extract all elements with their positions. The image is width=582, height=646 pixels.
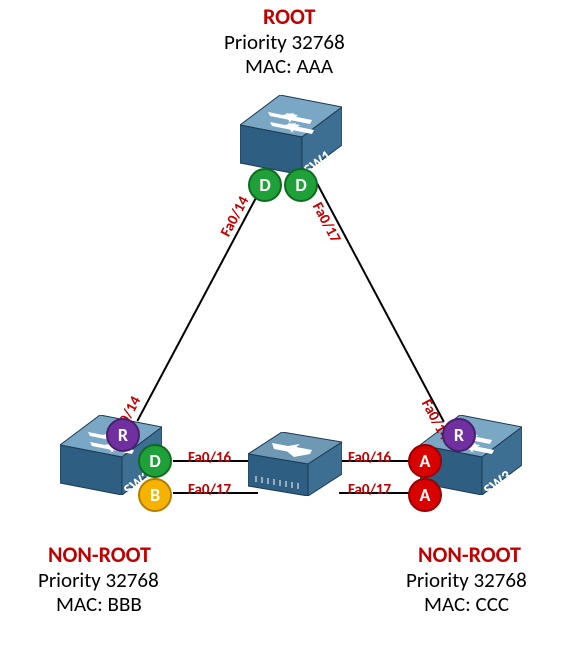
badge-sw2-r: R xyxy=(106,418,140,452)
port-sw3-fa017: Fa0/17 xyxy=(348,482,391,499)
port-sw2-fa016: Fa0/16 xyxy=(188,450,231,467)
badge-sw2-d: D xyxy=(138,444,172,478)
sw1-priority: Priority 32768 xyxy=(224,30,345,54)
badge-sw3-a1: A xyxy=(408,444,442,478)
diagram-stage: SW1 SW2 SW3 ROOT Priority 32768 MAC: AAA… xyxy=(0,0,582,646)
sw3-role: NON-ROOT xyxy=(418,542,521,567)
badge-sw3-r: R xyxy=(442,418,476,452)
edge-sw1-sw2 xyxy=(136,182,265,421)
sw3-priority: Priority 32768 xyxy=(406,568,527,592)
edge-sw1-sw3 xyxy=(316,183,445,422)
port-sw1-fa014: Fa0/14 xyxy=(218,194,253,240)
sw1-role: ROOT xyxy=(263,4,315,29)
badge-sw1-d1: D xyxy=(248,168,282,202)
badge-sw2-b: B xyxy=(138,478,172,512)
sw1-mac: MAC: AAA xyxy=(245,54,333,78)
port-sw3-fa016: Fa0/16 xyxy=(348,450,391,467)
badge-sw3-a2: A xyxy=(408,478,442,512)
port-sw2-fa017: Fa0/17 xyxy=(188,482,231,499)
badge-sw1-d2: D xyxy=(284,168,318,202)
sw2-mac: MAC: BBB xyxy=(56,592,142,616)
hub-icon xyxy=(248,432,342,496)
sw2-priority: Priority 32768 xyxy=(38,568,159,592)
sw2-role: NON-ROOT xyxy=(48,542,151,567)
sw3-mac: MAC: CCC xyxy=(424,592,509,616)
